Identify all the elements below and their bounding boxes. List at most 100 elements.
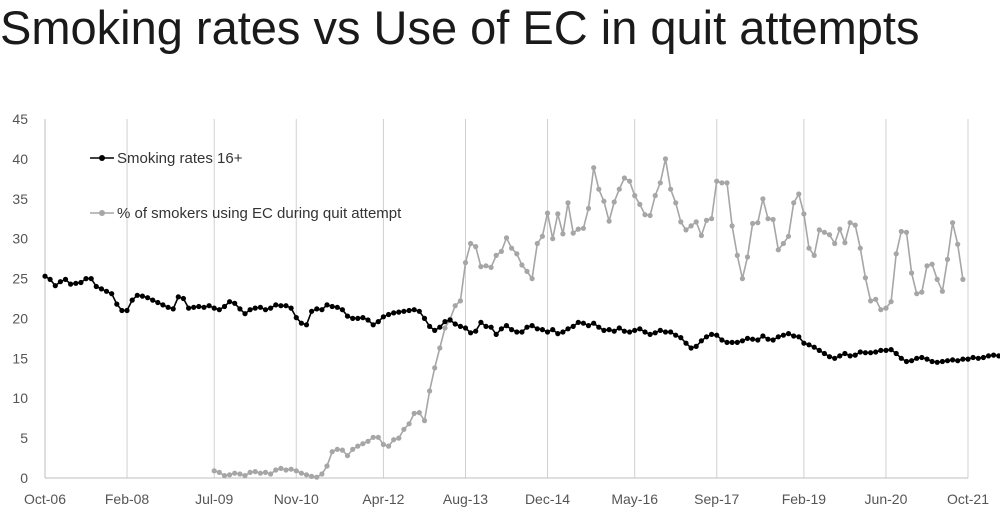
data-point bbox=[544, 329, 551, 335]
data-point bbox=[232, 300, 238, 306]
data-point bbox=[801, 340, 807, 346]
data-point bbox=[857, 349, 863, 355]
data-point bbox=[288, 466, 294, 472]
data-point bbox=[47, 276, 53, 282]
data-point bbox=[462, 260, 469, 266]
data-point bbox=[596, 186, 602, 192]
data-point bbox=[139, 293, 145, 299]
x-tick-label: Jul-09 bbox=[195, 491, 233, 507]
data-point bbox=[268, 471, 274, 477]
data-point bbox=[955, 358, 961, 364]
data-point bbox=[985, 353, 992, 359]
data-point bbox=[750, 220, 756, 227]
x-tick-label: Feb-08 bbox=[105, 491, 150, 507]
data-point bbox=[883, 305, 889, 311]
data-point bbox=[268, 305, 274, 311]
data-point bbox=[934, 359, 940, 365]
data-point bbox=[175, 294, 181, 300]
data-point bbox=[903, 358, 910, 365]
data-point bbox=[216, 469, 222, 475]
data-point bbox=[678, 219, 684, 225]
data-point bbox=[724, 180, 730, 186]
data-point bbox=[288, 305, 294, 311]
data-point bbox=[227, 472, 233, 478]
data-point bbox=[632, 193, 638, 199]
data-point bbox=[898, 228, 904, 235]
data-point bbox=[442, 319, 448, 325]
data-point bbox=[555, 211, 561, 217]
data-point bbox=[837, 226, 843, 232]
data-point bbox=[960, 276, 966, 282]
data-point bbox=[427, 323, 433, 329]
data-point bbox=[514, 251, 520, 257]
data-point bbox=[991, 352, 997, 358]
data-point bbox=[683, 227, 689, 233]
data-point bbox=[344, 313, 351, 319]
legend: Smoking rates 16+ % of smokers using EC d… bbox=[90, 150, 402, 222]
data-point bbox=[134, 292, 140, 298]
data-point bbox=[493, 252, 499, 258]
data-point bbox=[785, 331, 792, 337]
data-point bbox=[457, 298, 463, 304]
y-tick-label: 30 bbox=[12, 231, 28, 247]
data-point bbox=[770, 216, 776, 223]
x-tick-label: Aug-13 bbox=[443, 491, 488, 507]
data-point bbox=[262, 307, 269, 313]
data-point bbox=[924, 263, 930, 269]
data-point bbox=[334, 446, 340, 452]
data-point bbox=[627, 178, 633, 184]
data-point bbox=[601, 198, 607, 204]
data-point bbox=[534, 326, 540, 332]
data-point bbox=[160, 302, 166, 308]
data-point bbox=[339, 307, 345, 313]
data-point bbox=[406, 307, 412, 314]
data-point bbox=[955, 241, 961, 247]
data-point bbox=[344, 453, 351, 459]
data-point bbox=[970, 354, 976, 361]
data-point bbox=[93, 283, 99, 290]
legend-label: % of smokers using EC during quit attemp… bbox=[117, 205, 402, 222]
data-point bbox=[811, 252, 817, 258]
data-point bbox=[155, 299, 161, 306]
data-point bbox=[473, 244, 479, 250]
data-point bbox=[980, 354, 987, 361]
x-axis: Oct-06 Feb-08 Jul-09 Nov-10 Apr-12 Aug-13 Dec-… bbox=[24, 477, 989, 507]
data-point bbox=[821, 229, 828, 235]
data-point bbox=[868, 298, 874, 304]
data-point bbox=[791, 333, 797, 339]
data-point bbox=[801, 211, 807, 217]
x-tick-label: Sep-17 bbox=[694, 491, 739, 507]
data-point bbox=[452, 303, 458, 309]
data-point bbox=[114, 301, 120, 307]
data-point bbox=[124, 307, 130, 314]
data-point bbox=[247, 469, 253, 475]
data-point bbox=[83, 276, 89, 282]
data-point bbox=[852, 352, 858, 358]
data-point bbox=[662, 156, 669, 162]
data-point bbox=[796, 334, 802, 340]
data-point bbox=[468, 330, 474, 336]
data-point bbox=[242, 311, 248, 317]
data-point bbox=[873, 296, 879, 302]
data-point bbox=[68, 281, 74, 287]
data-point bbox=[52, 283, 58, 289]
data-point bbox=[355, 315, 361, 321]
data-point bbox=[909, 270, 915, 276]
data-point bbox=[580, 225, 587, 231]
data-point bbox=[283, 303, 289, 309]
data-point bbox=[493, 331, 499, 337]
data-point bbox=[816, 227, 822, 233]
data-point bbox=[750, 336, 756, 342]
data-point bbox=[878, 307, 884, 313]
data-point bbox=[273, 467, 279, 473]
data-point bbox=[314, 306, 320, 312]
data-point bbox=[647, 331, 653, 337]
data-point bbox=[411, 307, 417, 313]
data-point bbox=[206, 303, 212, 309]
x-tick-label: Jun-20 bbox=[865, 491, 908, 507]
x-tick-label: Oct-21 bbox=[947, 491, 989, 507]
data-point bbox=[293, 468, 299, 474]
data-point bbox=[180, 295, 186, 302]
data-point bbox=[427, 388, 433, 394]
